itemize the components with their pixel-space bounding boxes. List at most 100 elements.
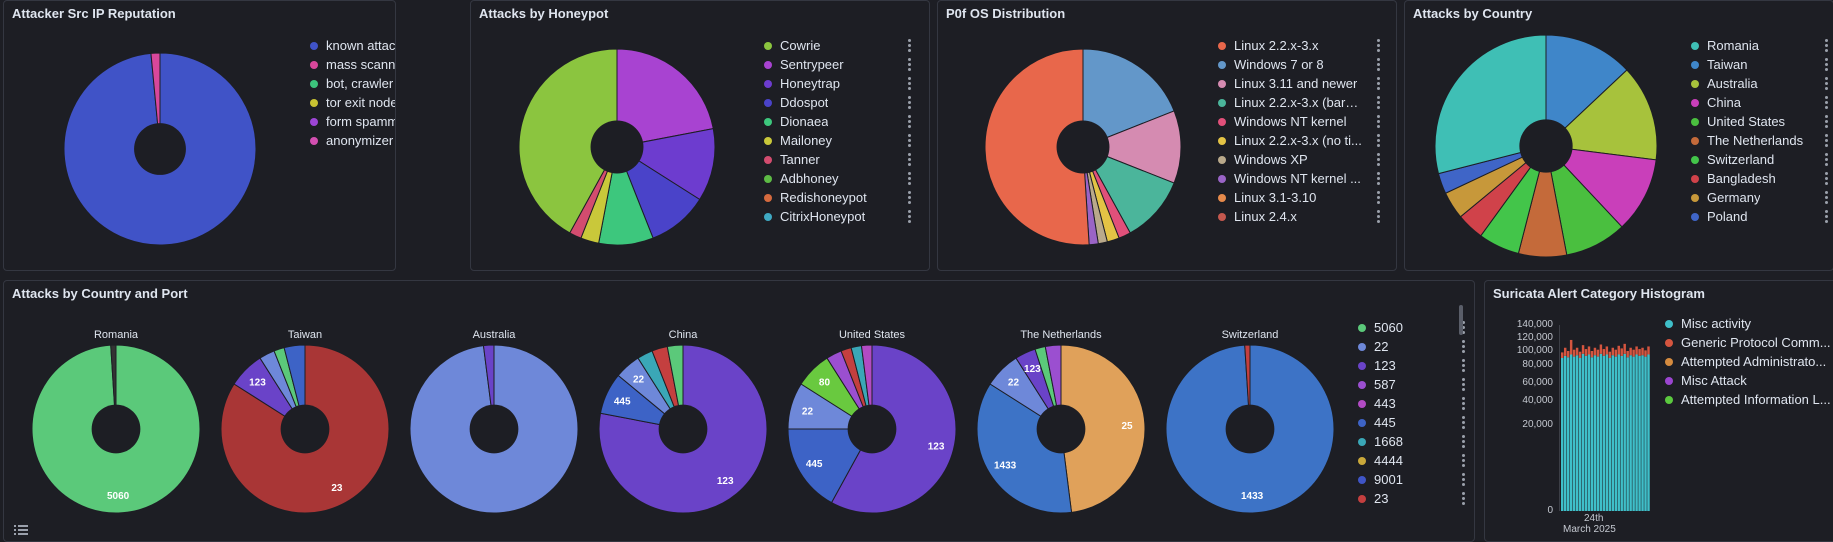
legend-item[interactable]: Honeytrap — [764, 75, 914, 93]
histogram-bar-misc-activity[interactable] — [1629, 355, 1632, 511]
pie-slice[interactable] — [976, 383, 1073, 514]
legend-item[interactable]: 5060 — [1358, 319, 1468, 337]
histogram-bar-generic-protocol[interactable] — [1608, 351, 1612, 358]
histogram-bar-misc-activity[interactable] — [1584, 355, 1588, 511]
legend-item[interactable]: Germany — [1691, 189, 1831, 207]
legend-item[interactable]: Linux 2.2.x-3.x — [1218, 37, 1383, 55]
legend-item[interactable]: The Netherlands — [1691, 132, 1831, 150]
histogram-bar-generic-protocol[interactable] — [1561, 352, 1564, 358]
legend-item-menu-icon[interactable] — [908, 191, 911, 206]
legend-item-menu-icon[interactable] — [1825, 134, 1828, 149]
legend-item-menu-icon[interactable] — [908, 77, 911, 92]
legend-item[interactable]: Attempted Information L... — [1665, 391, 1833, 409]
legend-item-menu-icon[interactable] — [1462, 416, 1465, 431]
histogram-bar-generic-protocol[interactable] — [1638, 349, 1641, 356]
legend-item-menu-icon[interactable] — [1377, 115, 1380, 130]
legend-item[interactable]: 123 — [1358, 357, 1468, 375]
histogram-bar-misc-activity[interactable] — [1623, 353, 1626, 511]
histogram-bar-misc-activity[interactable] — [1641, 355, 1644, 511]
legend-item-menu-icon[interactable] — [1377, 39, 1380, 54]
legend-item[interactable]: Tanner — [764, 151, 914, 169]
histogram-bar-generic-protocol[interactable] — [1593, 347, 1597, 356]
histogram-bar-generic-protocol[interactable] — [1620, 348, 1623, 356]
legend-item[interactable]: mass scanner — [310, 56, 395, 74]
histogram-bar-generic-protocol[interactable] — [1614, 349, 1617, 357]
histogram-bar-misc-activity[interactable] — [1599, 353, 1603, 511]
legend-item[interactable]: 1668 — [1358, 433, 1468, 451]
histogram-bar-misc-activity[interactable] — [1566, 357, 1570, 511]
legend-item-menu-icon[interactable] — [908, 58, 911, 73]
legend-item[interactable]: bot, crawler — [310, 75, 395, 93]
histogram-bar-generic-protocol[interactable] — [1626, 351, 1629, 358]
histogram-bar-generic-protocol[interactable] — [1605, 346, 1609, 355]
histogram-bar-generic-protocol[interactable] — [1584, 349, 1588, 356]
legend-item[interactable]: 9001 — [1358, 471, 1468, 489]
histogram-bar-misc-activity[interactable] — [1626, 357, 1629, 511]
pie-slice[interactable] — [518, 48, 618, 234]
histogram-bar-misc-activity[interactable] — [1605, 354, 1609, 512]
legend-item[interactable]: 23 — [1358, 490, 1468, 508]
histogram-bar-misc-activity[interactable] — [1572, 356, 1576, 511]
histogram-bar-generic-protocol[interactable] — [1647, 346, 1650, 355]
pie-slice[interactable] — [598, 344, 768, 514]
pie-slice[interactable] — [984, 48, 1090, 246]
histogram-bar-generic-protocol[interactable] — [1563, 347, 1567, 356]
legend-item[interactable]: tor exit node — [310, 94, 395, 112]
legend-item[interactable]: Adbhoney — [764, 170, 914, 188]
legend-item[interactable]: Romania — [1691, 37, 1831, 55]
legend-item[interactable]: Misc Attack — [1665, 372, 1833, 390]
histogram-bar-misc-activity[interactable] — [1561, 358, 1564, 511]
pie-slice[interactable] — [1060, 344, 1146, 513]
legend-item-menu-icon[interactable] — [1462, 321, 1465, 336]
legend-item-menu-icon[interactable] — [1377, 134, 1380, 149]
histogram-bar-generic-protocol[interactable] — [1566, 351, 1570, 358]
legend-item[interactable]: Poland — [1691, 208, 1831, 226]
histogram-bar-generic-protocol[interactable] — [1623, 343, 1626, 354]
histogram-bar-generic-protocol[interactable] — [1569, 339, 1573, 355]
legend-item-menu-icon[interactable] — [1825, 210, 1828, 225]
legend-item-menu-icon[interactable] — [1825, 58, 1828, 73]
legend-item-menu-icon[interactable] — [1462, 435, 1465, 450]
pie-slice[interactable] — [1081, 146, 1175, 234]
pie-slice[interactable] — [1081, 110, 1182, 184]
legend-item[interactable]: Windows NT kernel — [1218, 113, 1383, 131]
pie-slice[interactable] — [1082, 48, 1175, 148]
legend-item-menu-icon[interactable] — [1462, 359, 1465, 374]
legend-item[interactable]: Linux 3.1-3.10 — [1218, 189, 1383, 207]
histogram-bar-misc-activity[interactable] — [1596, 356, 1600, 511]
histogram-bar-misc-activity[interactable] — [1587, 354, 1591, 512]
histogram-bar-generic-protocol[interactable] — [1587, 346, 1591, 355]
histogram-bar-generic-protocol[interactable] — [1635, 346, 1638, 355]
legend-item[interactable]: Cowrie — [764, 37, 914, 55]
scrollbar-thumb[interactable] — [1459, 305, 1463, 335]
histogram-bar-misc-activity[interactable] — [1617, 354, 1620, 512]
legend-item[interactable]: Attempted Administrato... — [1665, 353, 1833, 371]
histogram-bar-misc-activity[interactable] — [1608, 358, 1612, 511]
legend-item-menu-icon[interactable] — [1825, 172, 1828, 187]
pie-slice[interactable] — [616, 48, 714, 148]
legend-item[interactable]: United States — [1691, 113, 1831, 131]
histogram-bar-misc-activity[interactable] — [1644, 356, 1647, 511]
legend-item-menu-icon[interactable] — [1825, 39, 1828, 54]
legend-item-menu-icon[interactable] — [908, 39, 911, 54]
histogram-bar-generic-protocol[interactable] — [1578, 351, 1582, 358]
legend-item[interactable]: Taiwan — [1691, 56, 1831, 74]
histogram-bar-misc-activity[interactable] — [1581, 353, 1585, 511]
histogram-bar-misc-activity[interactable] — [1614, 356, 1617, 511]
histogram-bar-misc-activity[interactable] — [1632, 356, 1635, 511]
legend-item-menu-icon[interactable] — [908, 115, 911, 130]
legend-item[interactable]: CitrixHoneypot — [764, 208, 914, 226]
histogram-bar-generic-protocol[interactable] — [1572, 349, 1576, 357]
legend-item[interactable]: 4444 — [1358, 452, 1468, 470]
legend-item[interactable]: anonymizer — [310, 132, 395, 150]
legend-item[interactable]: Linux 2.2.x-3.x (no ti... — [1218, 132, 1383, 150]
legend-item[interactable]: Windows XP — [1218, 151, 1383, 169]
legend-scrollbar[interactable] — [1458, 297, 1464, 541]
histogram-bar-misc-activity[interactable] — [1602, 355, 1606, 511]
legend-item[interactable]: Redishoneypot — [764, 189, 914, 207]
histogram-bar-misc-activity[interactable] — [1611, 355, 1615, 511]
legend-item-menu-icon[interactable] — [1377, 58, 1380, 73]
histogram-bar-misc-activity[interactable] — [1590, 357, 1594, 511]
legend-item-menu-icon[interactable] — [1462, 492, 1465, 507]
legend-item-menu-icon[interactable] — [1377, 191, 1380, 206]
